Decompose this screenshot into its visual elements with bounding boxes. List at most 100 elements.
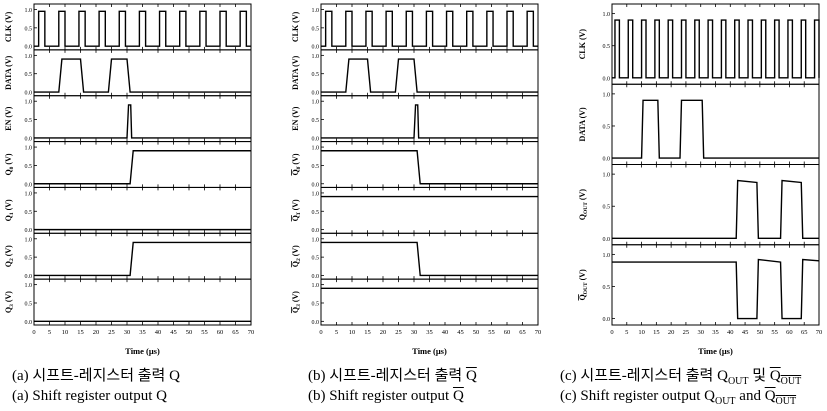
signal-trace-a-3 — [34, 150, 251, 185]
signal-trace-a-1 — [34, 58, 251, 93]
subplot-frame-c-3 — [611, 244, 820, 326]
y-axis-label-main: Q — [291, 261, 300, 267]
subplot-frame-b-3 — [320, 141, 539, 188]
y-tick-label: 0.5 — [25, 164, 33, 170]
x-axis-label: Time (μs) — [125, 346, 160, 356]
y-tick-label: 0.0 — [25, 274, 33, 280]
x-tick-label: 25 — [683, 329, 690, 336]
y-tick-label: 0.0 — [603, 237, 611, 243]
y-axis-label-unit: (V) — [578, 269, 587, 282]
y-axis-label: CLK (V) — [291, 11, 300, 42]
signal-trace-b-2 — [321, 104, 538, 139]
y-axis-label-main: Q — [4, 215, 13, 221]
subplot-frame-b-4 — [320, 186, 539, 234]
y-tick-label: 1.0 — [312, 8, 320, 14]
x-tick-label: 70 — [816, 329, 823, 336]
caption-b-korean: (b) 시프트-레지스터 출력 Q — [308, 367, 477, 385]
y-tick-label: 0.5 — [312, 210, 320, 216]
x-tick-label: 70 — [248, 329, 255, 336]
x-tick-label: 45 — [457, 329, 464, 336]
y-tick-label: 0.5 — [312, 118, 320, 124]
y-axis-label-sub: 0 — [296, 166, 302, 169]
x-tick-label: 35 — [139, 329, 146, 336]
y-axis-label: EN (V) — [4, 106, 13, 131]
signal-trace-c-3 — [612, 258, 820, 320]
chart-panel-c: 0.0 0.5 1.0 CLK (V) 0.0 0.5 1.0 DATA (V) 0.0 0.5 1… — [578, 3, 823, 356]
y-tick-label: 1.0 — [25, 191, 33, 197]
y-tick-label: 0.5 — [25, 210, 33, 216]
y-tick-label: 1.0 — [25, 100, 33, 106]
caption-c-korean-mid: 및 — [748, 368, 770, 384]
y-axis-label-main: Q — [578, 294, 587, 300]
y-tick-label: 0.0 — [312, 274, 320, 280]
x-tick-label: 0 — [319, 329, 322, 336]
signal-trace-b-1 — [321, 58, 538, 93]
y-axis-label-main: Q — [291, 307, 300, 313]
subplot-frame-a-1 — [33, 49, 252, 97]
y-tick-label: 0.0 — [603, 317, 611, 323]
caption-b-korean-text: (b) 시프트-레지스터 출력 — [308, 368, 466, 384]
x-tick-label: 10 — [638, 329, 645, 336]
caption-a-english: (a) Shift register output Q — [12, 388, 167, 404]
signal-trace-c-2 — [612, 179, 819, 240]
y-axis-label: Q2 (V) — [4, 245, 15, 267]
subplot-frame-a-2 — [33, 95, 252, 143]
x-tick-label: 55 — [488, 329, 495, 336]
y-tick-label: 0.5 — [25, 26, 33, 32]
y-tick-label: 0.0 — [25, 228, 33, 234]
y-tick-label: 1.0 — [603, 253, 611, 259]
subplot-frame-b-2 — [320, 95, 539, 143]
y-axis-label-unit: (V) — [291, 245, 300, 258]
x-tick-label: 15 — [653, 329, 660, 336]
x-tick-label: 50 — [186, 329, 193, 336]
y-tick-label: 0.5 — [603, 124, 611, 130]
y-axis-label: Q0 (V) — [291, 153, 302, 175]
x-tick-label: 65 — [519, 329, 526, 336]
y-tick-label: 0.5 — [312, 164, 320, 170]
y-tick-label: 1.0 — [25, 54, 33, 60]
y-tick-label: 0.0 — [25, 45, 33, 51]
subplot-frame-a-5 — [33, 232, 252, 280]
y-tick-label: 1.0 — [603, 12, 611, 18]
y-tick-label: 0.5 — [312, 301, 320, 307]
x-tick-label: 40 — [155, 329, 162, 336]
y-tick-label: 0.0 — [603, 157, 611, 163]
caption-c-english-text: (c) Shift register output Q — [560, 388, 715, 404]
y-axis-label: DATA (V) — [4, 55, 13, 89]
x-tick-label: 15 — [77, 329, 84, 336]
caption-c-english-q2: Q — [764, 388, 776, 404]
y-tick-label: 0.0 — [312, 91, 320, 97]
caption-c-korean-qbar: QOUT — [769, 368, 801, 387]
signal-trace-b-3 — [321, 150, 538, 185]
x-tick-label: 0 — [32, 329, 35, 336]
x-tick-label: 35 — [712, 329, 719, 336]
x-tick-label: 10 — [62, 329, 69, 336]
y-axis-label-unit: (V) — [291, 199, 300, 212]
x-tick-label: 40 — [442, 329, 449, 336]
y-tick-label: 1.0 — [603, 173, 611, 179]
x-tick-label: 25 — [108, 329, 115, 336]
caption-c-korean-q2: Q — [769, 368, 781, 384]
y-axis-label: QOUT (V) — [578, 189, 589, 221]
signal-trace-a-0 — [34, 10, 251, 47]
y-tick-label: 0.0 — [312, 136, 320, 142]
y-tick-label: 1.0 — [25, 146, 33, 152]
signal-trace-c-1 — [612, 99, 819, 159]
y-tick-label: 1.0 — [25, 237, 33, 243]
y-axis-label-sub: OUT — [583, 202, 589, 214]
x-tick-label: 65 — [232, 329, 239, 336]
y-axis-label-main: Q — [578, 214, 587, 220]
x-tick-label: 50 — [473, 329, 480, 336]
signal-trace-a-2 — [34, 104, 251, 139]
y-axis-label-unit: (V) — [4, 245, 13, 258]
subplot-frame-b-6 — [320, 278, 539, 326]
y-axis-label-sub: 0 — [9, 166, 15, 169]
x-tick-label: 30 — [411, 329, 418, 336]
y-tick-label: 0.5 — [312, 26, 320, 32]
y-tick-label: 1.0 — [312, 237, 320, 243]
y-axis-label-main: Q — [4, 261, 13, 267]
y-axis-label: DATA (V) — [578, 107, 587, 141]
y-axis-label-main: Q — [291, 215, 300, 221]
x-tick-label: 55 — [771, 329, 778, 336]
y-axis-label-sub: OUT — [583, 282, 589, 294]
